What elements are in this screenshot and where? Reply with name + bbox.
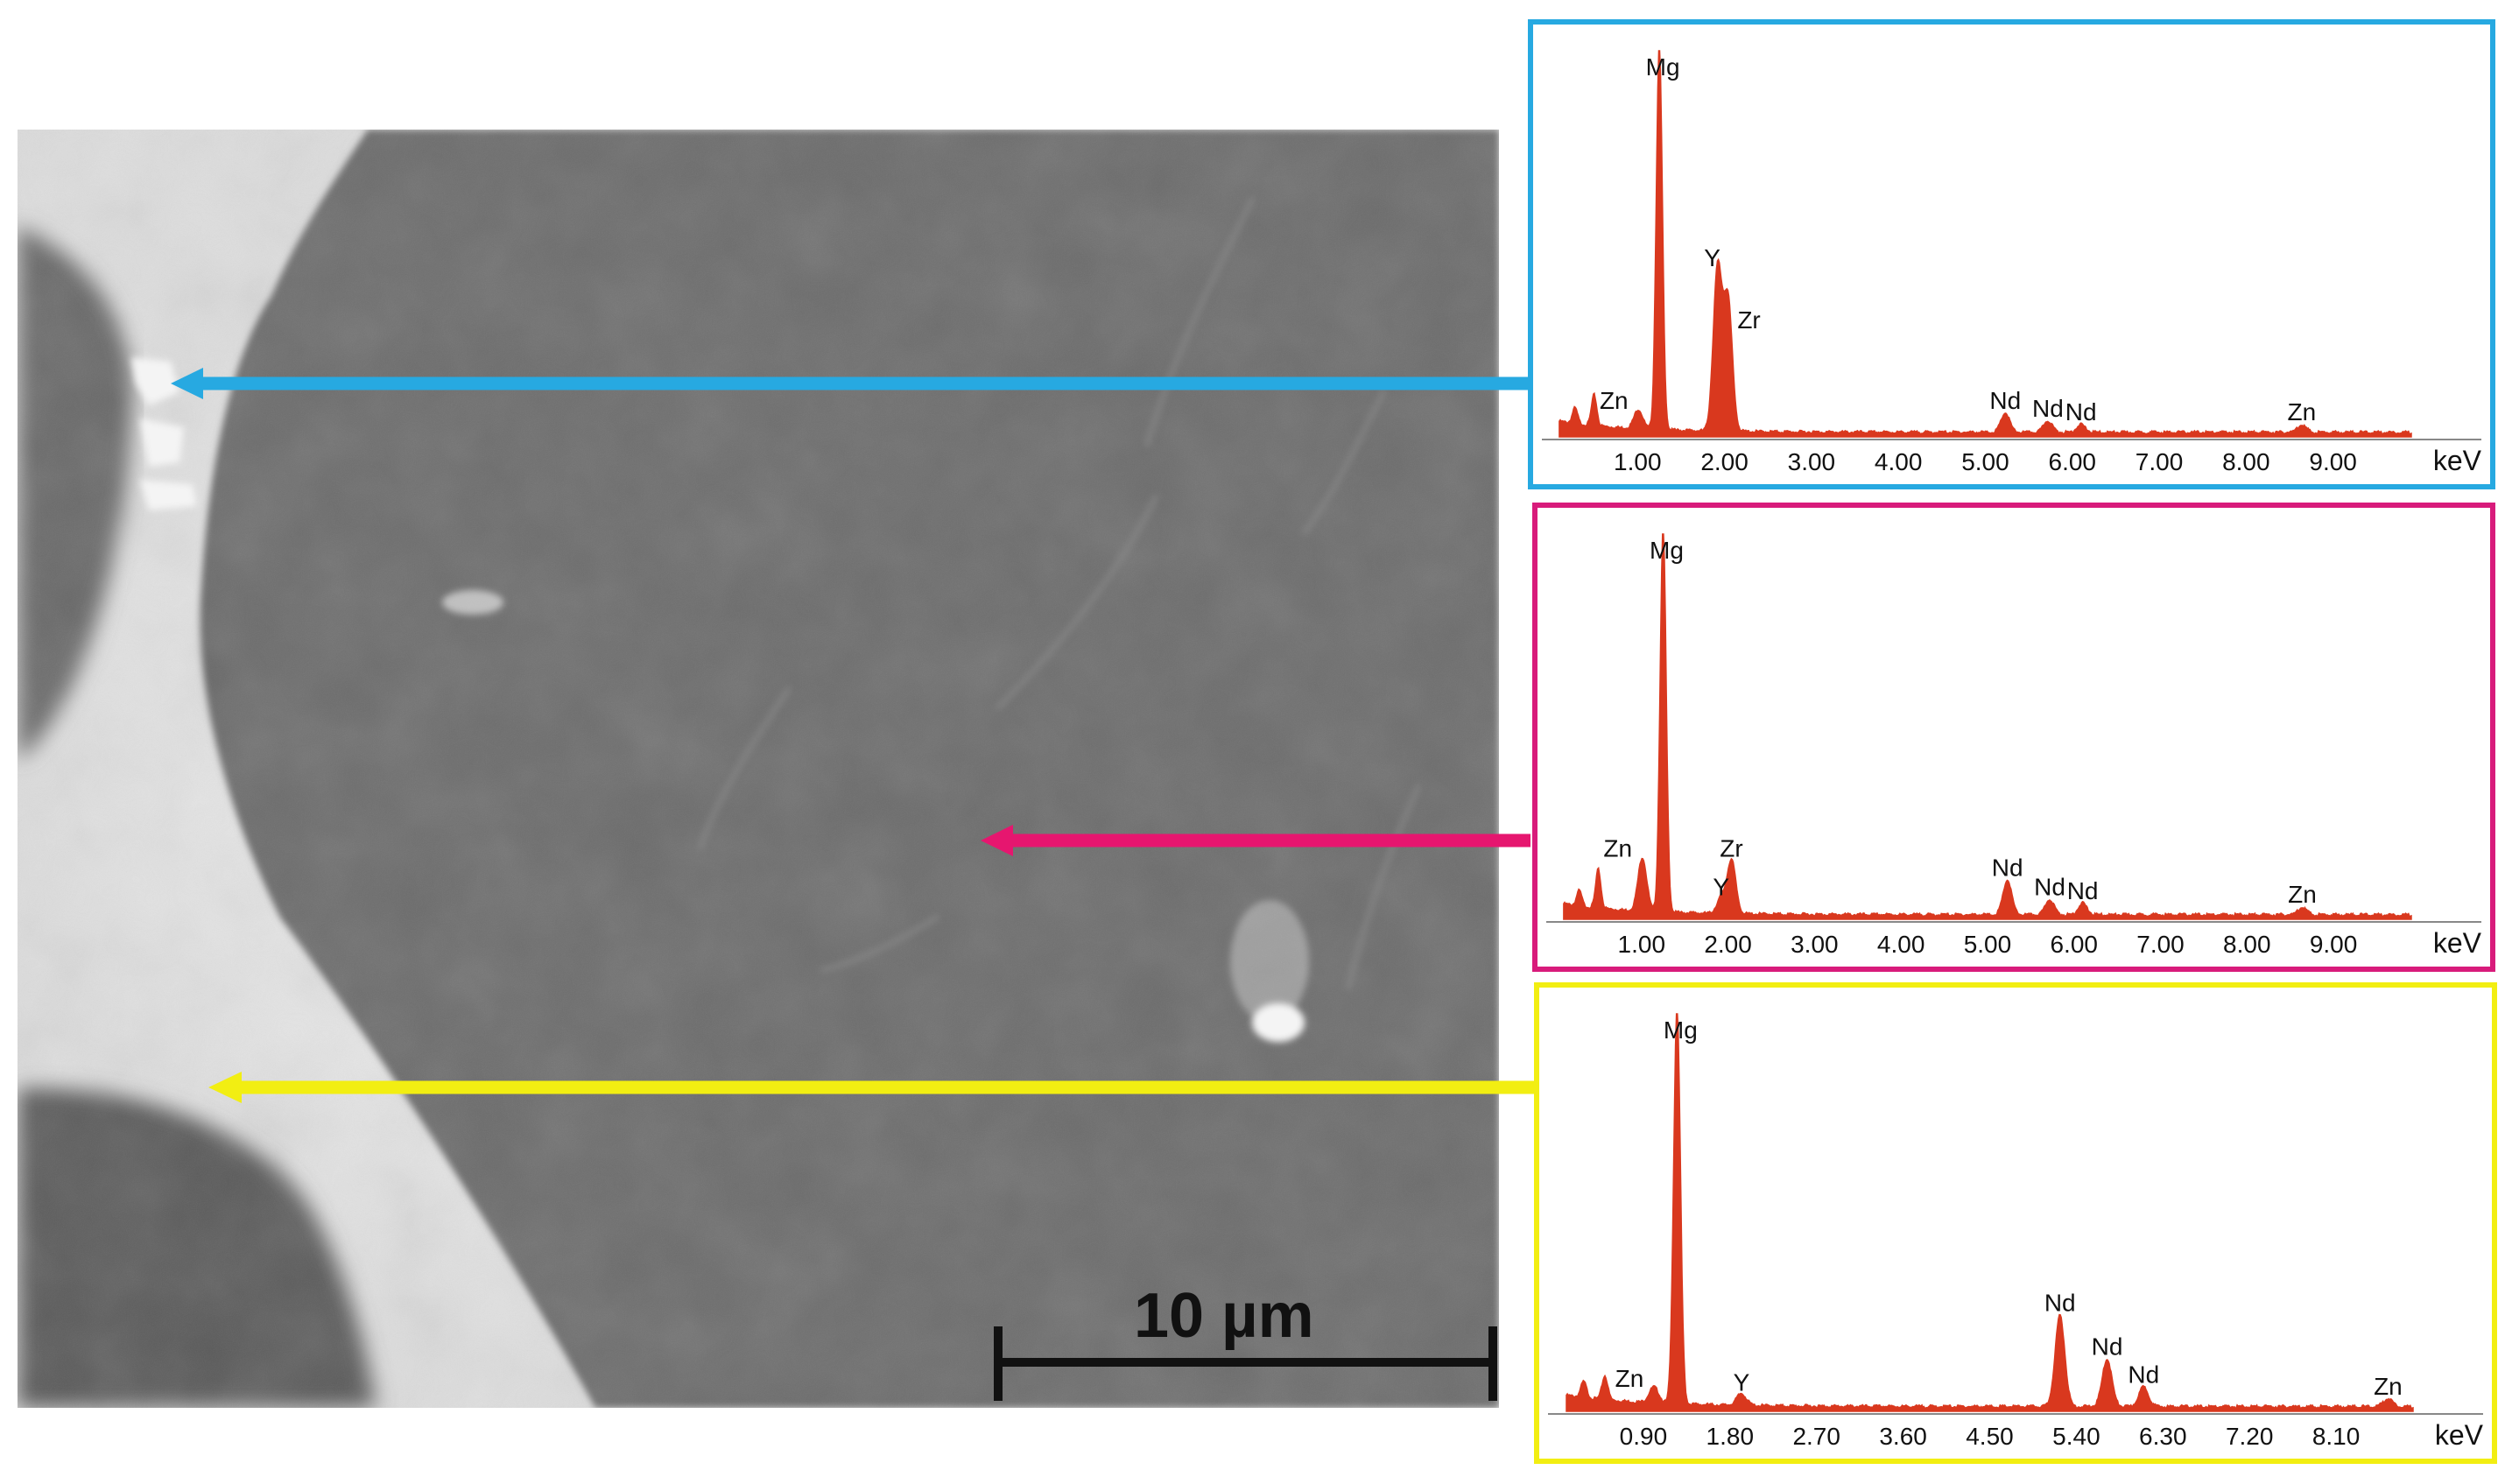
spectrum-svg: 1.00 2.00 3.00 4.00 5.00 6.00 7.00 8.00 9.00 keV M… — [1546, 533, 2482, 959]
x-tick-label: 2.00 — [1700, 448, 1749, 475]
x-tick-label: 4.00 — [1875, 448, 1923, 475]
peak-label: Nd — [2092, 1333, 2123, 1361]
x-tick-label: 1.80 — [1706, 1423, 1755, 1450]
x-tick-label: 5.40 — [2052, 1423, 2100, 1450]
x-tick-label: 7.00 — [2136, 448, 2184, 475]
x-tick-label: 8.10 — [2312, 1423, 2361, 1450]
spectrum-area — [1563, 533, 2412, 920]
x-tick-label: 7.00 — [2136, 931, 2185, 958]
scale-bar-label: 10 µm — [1134, 1281, 1314, 1351]
x-tick-label: 3.00 — [1791, 931, 1839, 958]
eds-spectrum-middle: 1.00 2.00 3.00 4.00 5.00 6.00 7.00 8.00 9.00 keV M… — [1532, 503, 2495, 972]
peak-label: Zn — [2374, 1373, 2403, 1400]
eds-spectrum-top: 1.00 2.00 3.00 4.00 5.00 6.00 7.00 8.00 9.00 keV M… — [1528, 19, 2495, 489]
x-tick-label: 6.00 — [2049, 448, 2097, 475]
sem-micrograph — [18, 130, 1499, 1408]
peak-label: Zr — [1720, 834, 1742, 862]
peak-label: Zn — [2288, 881, 2317, 908]
peak-label: Nd — [2065, 398, 2097, 426]
peak-label: Nd — [2032, 395, 2064, 422]
peak-label: Y — [1704, 244, 1720, 271]
eds-spectrum-bottom: 0.90 1.80 2.70 3.60 4.50 5.40 6.30 7.20 8.10 keV M… — [1534, 982, 2497, 1464]
peak-label: Zn — [2288, 398, 2317, 426]
x-tick-label: 6.30 — [2139, 1423, 2187, 1450]
x-tick-label: 1.00 — [1618, 931, 1666, 958]
x-tick-label: 9.00 — [2309, 448, 2357, 475]
x-tick-label: 7.20 — [2226, 1423, 2274, 1450]
peak-label: Nd — [1989, 387, 2021, 414]
peak-label: Mg — [1650, 537, 1684, 564]
peak-label: Zr — [1737, 306, 1760, 334]
peak-label: Y — [1734, 1368, 1750, 1396]
peak-label: Mg — [1664, 1016, 1698, 1044]
x-axis-label: keV — [2433, 927, 2482, 959]
peak-label: Nd — [2034, 873, 2065, 900]
spectrum-area — [1559, 50, 2412, 438]
x-tick-label: 2.00 — [1704, 931, 1752, 958]
peak-label: Nd — [2067, 877, 2099, 904]
x-tick-label: 3.60 — [1879, 1423, 1927, 1450]
spectrum-area — [1566, 1013, 2414, 1412]
x-axis-label: keV — [2435, 1419, 2484, 1451]
x-axis-label: keV — [2433, 445, 2482, 476]
x-tick-label: 5.00 — [1964, 931, 2012, 958]
peak-label: Mg — [1646, 53, 1680, 81]
peak-label: Zn — [1615, 1365, 1644, 1392]
peak-label: Nd — [2128, 1361, 2159, 1388]
x-tick-label: 5.00 — [1961, 448, 2009, 475]
x-tick-label: 4.50 — [1966, 1423, 2014, 1450]
peak-label: Zn — [1600, 387, 1629, 414]
spectrum-svg: 1.00 2.00 3.00 4.00 5.00 6.00 7.00 8.00 9.00 keV M… — [1542, 50, 2482, 476]
x-tick-label: 1.00 — [1614, 448, 1662, 475]
spectrum-svg: 0.90 1.80 2.70 3.60 4.50 5.40 6.30 7.20 8.10 keV M… — [1548, 1013, 2484, 1451]
peak-label: Nd — [2044, 1290, 2076, 1317]
peak-label: Zn — [1603, 834, 1632, 862]
x-tick-label: 4.00 — [1877, 931, 1925, 958]
x-tick-label: 0.90 — [1620, 1423, 1668, 1450]
x-tick-label: 2.70 — [1792, 1423, 1840, 1450]
peak-label: Nd — [1992, 854, 2023, 881]
x-tick-label: 6.00 — [2050, 931, 2098, 958]
x-tick-label: 3.00 — [1788, 448, 1836, 475]
x-tick-label: 9.00 — [2310, 931, 2358, 958]
x-tick-label: 8.00 — [2223, 931, 2271, 958]
peak-label: Y — [1713, 873, 1729, 900]
x-tick-label: 8.00 — [2222, 448, 2270, 475]
